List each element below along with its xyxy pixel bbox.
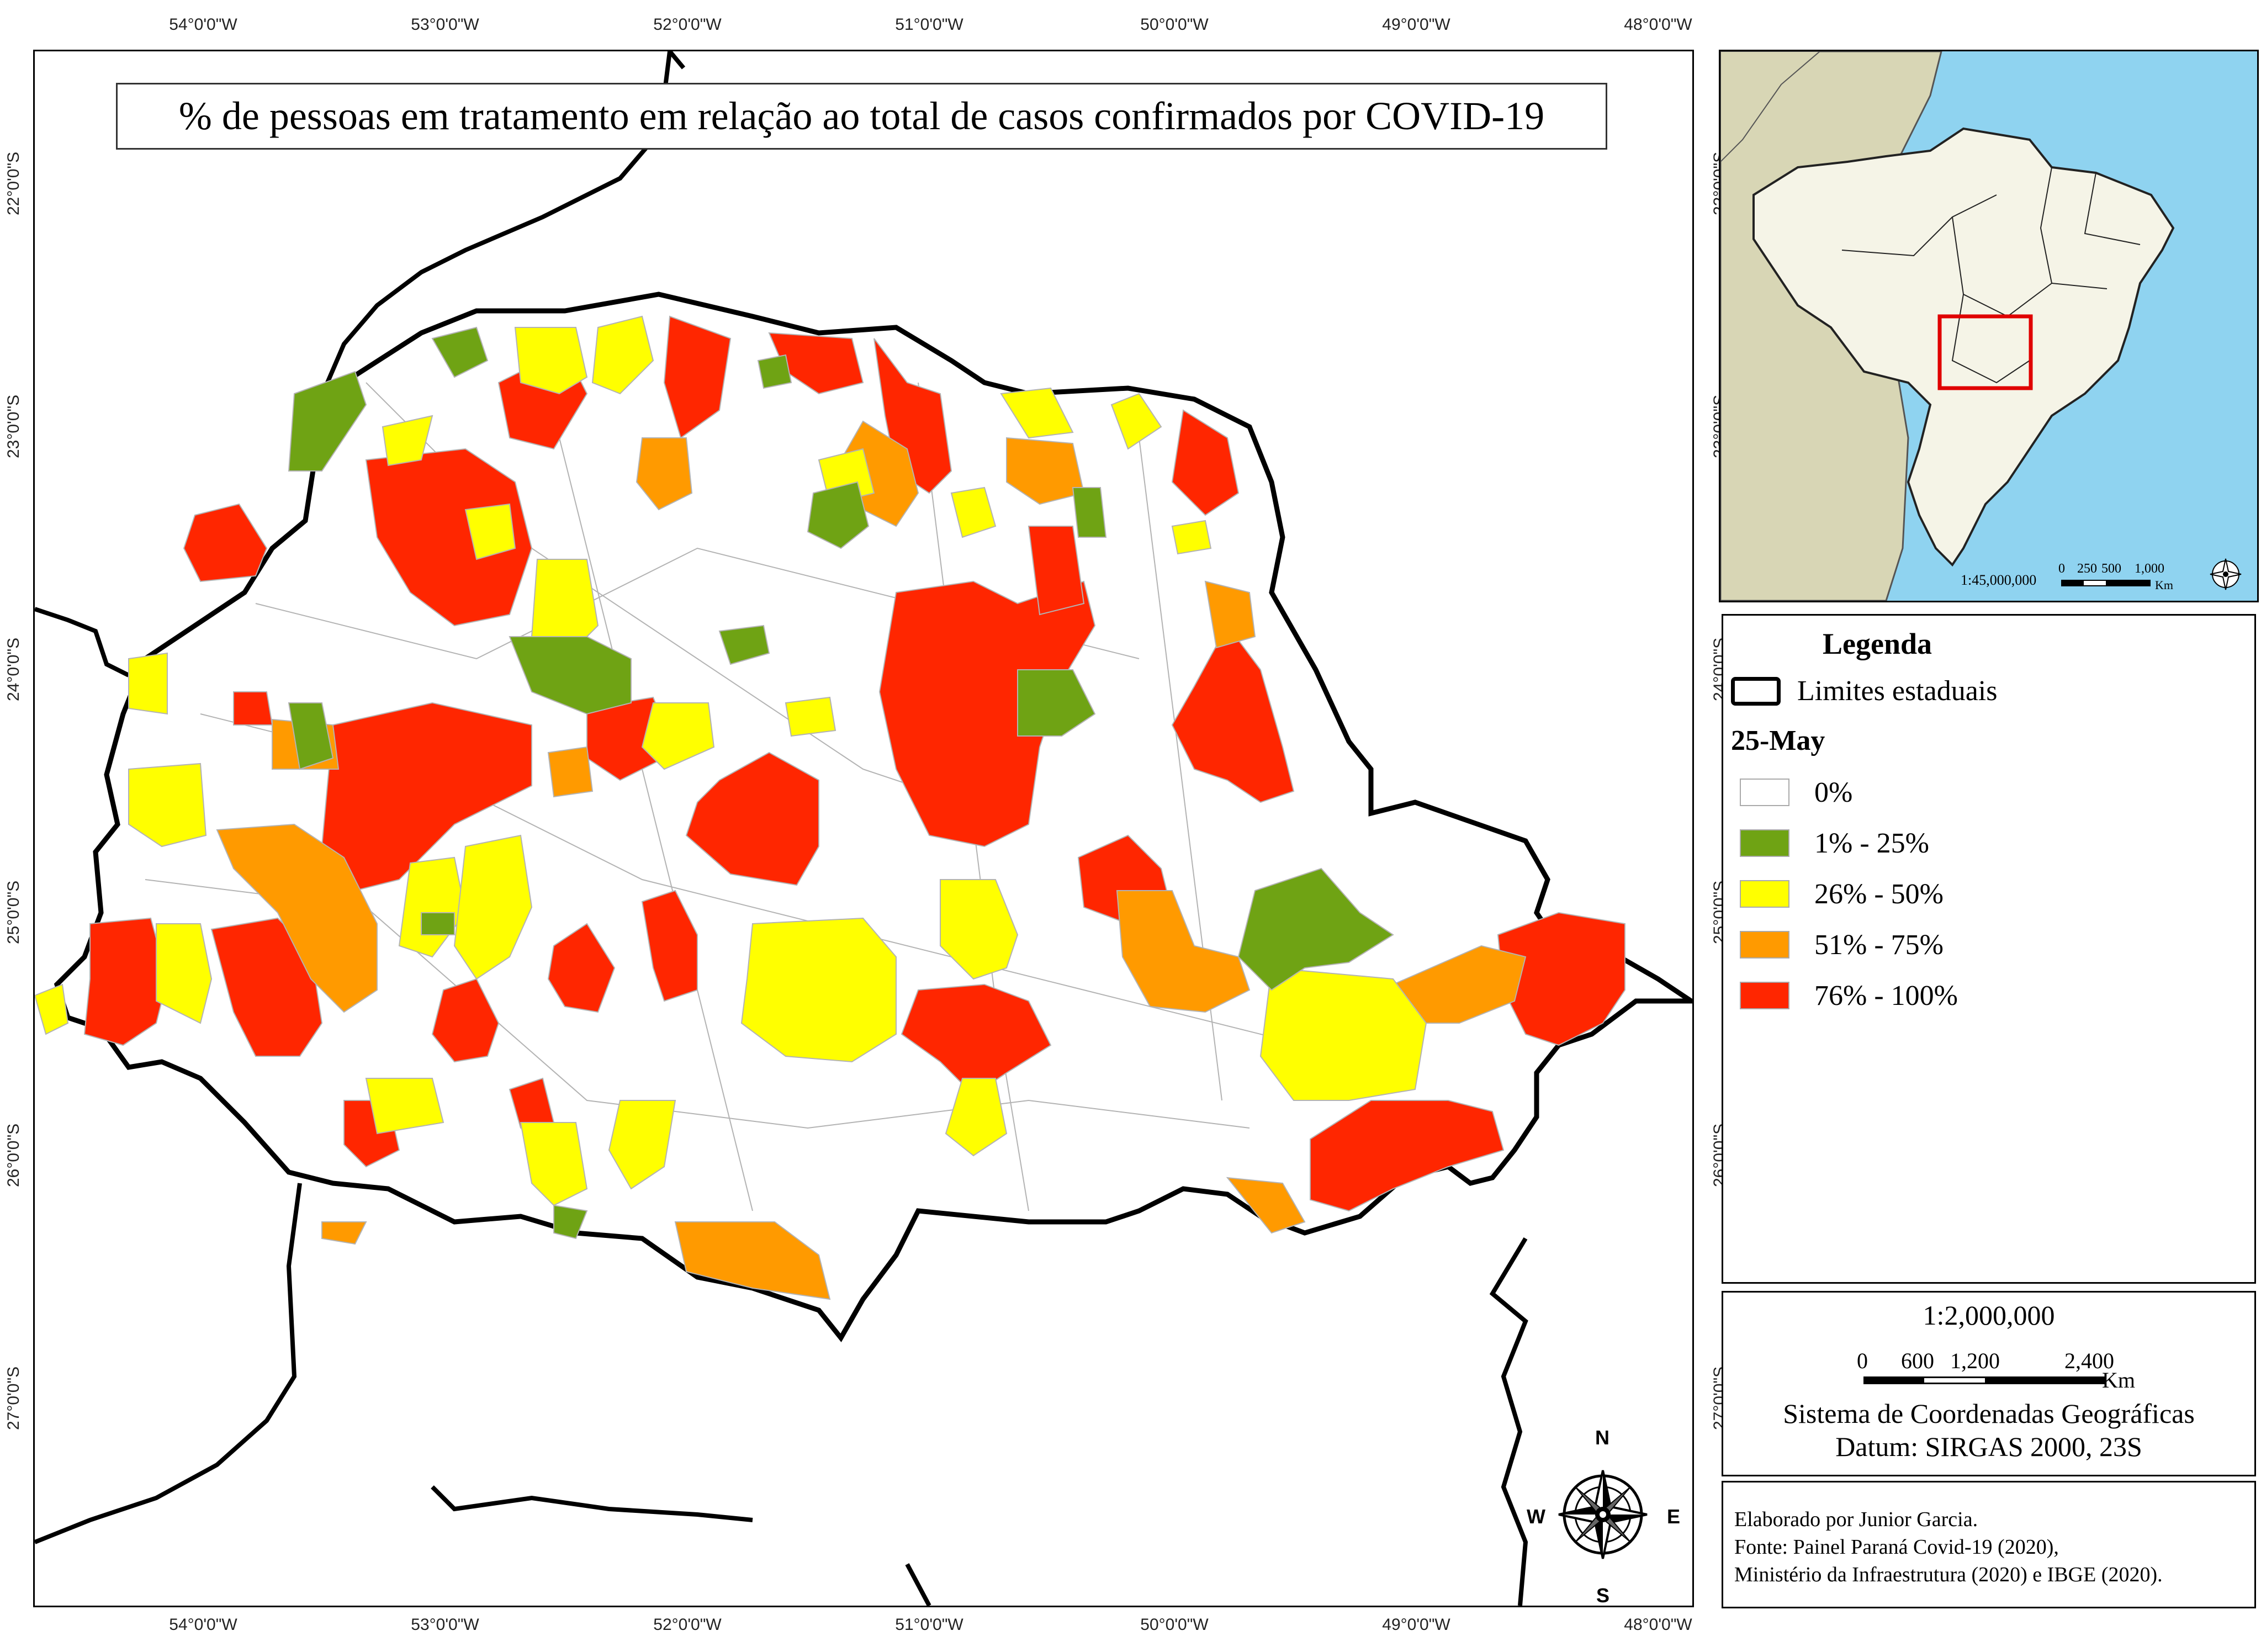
sc-coast-boundary	[1489, 1237, 1528, 1606]
legend-label-0: 0%	[1814, 776, 1853, 808]
legend-state-limits-label: Limites estaduais	[1797, 675, 1998, 707]
lat-tick-left-23: 23°0'0"S	[4, 394, 23, 458]
inset-map[interactable]: 1:45,000,000 0 250 500 1,000 Km	[1719, 50, 2259, 602]
legend-item-1: 1% - 25%	[1740, 827, 1929, 860]
lon-tick-top-48: 48°0'0"W	[1624, 15, 1692, 34]
state-limit-swatch	[1731, 676, 1781, 706]
legend-swatch-2	[1740, 880, 1789, 908]
lat-tick-left-24: 24°0'0"S	[4, 637, 23, 701]
legend: Legenda Limites estaduais 25-May 0% 1% -…	[1722, 614, 2256, 1284]
inset-scale-ratio: 1:45,000,000	[1961, 572, 2037, 588]
river-north	[668, 51, 686, 70]
lon-tick-bottom-52: 52°0'0"W	[653, 1616, 722, 1634]
legend-swatch-0	[1740, 779, 1789, 806]
inset-state-lines	[1841, 167, 2141, 384]
lat-tick-left-22: 22°0'0"S	[4, 151, 23, 215]
compass-n-label: N	[1595, 1426, 1609, 1449]
class-1-25	[288, 326, 1394, 1240]
scale-tick-600: 600	[1901, 1348, 1934, 1373]
lon-tick-bottom-54: 54°0'0"W	[169, 1616, 237, 1634]
credits-line-3: Ministério da Infraestrutura (2020) e IB…	[1734, 1563, 2163, 1586]
main-map[interactable]: N S E W	[33, 50, 1694, 1607]
legend-item-4: 76% - 100%	[1740, 979, 1958, 1012]
lon-tick-bottom-48: 48°0'0"W	[1624, 1616, 1692, 1634]
scale-tick-2400: 2,400	[2064, 1348, 2114, 1373]
legend-date-label: 25-May	[1731, 725, 1825, 756]
legend-item-state-limits: Limites estaduais	[1731, 675, 1997, 707]
credits-line-2: Fonte: Painel Paraná Covid-19 (2020),	[1734, 1535, 2059, 1559]
crs-line-1: Sistema de Coordenadas Geográficas	[1783, 1398, 2195, 1429]
lon-tick-bottom-50: 50°0'0"W	[1140, 1616, 1209, 1634]
lon-tick-top-51: 51°0'0"W	[895, 15, 963, 34]
inset-scale-tick-500: 500	[2101, 562, 2121, 576]
legend-item-0: 0%	[1740, 776, 1852, 809]
map-title: % de pessoas em tratamento em relação ao…	[116, 83, 1607, 150]
lat-tick-left-26: 26°0'0"S	[4, 1123, 23, 1187]
crs-line-2: Datum: SIRGAS 2000, 23S	[1835, 1431, 2142, 1462]
compass-e-label: E	[1667, 1505, 1681, 1528]
south-boundary	[431, 1485, 753, 1522]
lon-tick-top-49: 49°0'0"W	[1382, 15, 1450, 34]
scale-bar	[1863, 1376, 2106, 1384]
legend-title: Legenda	[1823, 627, 1932, 660]
legend-label-2: 26% - 50%	[1814, 878, 1944, 910]
inset-neighbors-north	[1720, 51, 1821, 163]
scale-ratio: 1:2,000,000	[1923, 1300, 2055, 1331]
compass-w-label: W	[1527, 1505, 1545, 1528]
scale-tick-0: 0	[1857, 1348, 1868, 1373]
legend-swatch-3	[1740, 931, 1789, 959]
legend-label-3: 51% - 75%	[1814, 929, 1944, 961]
inset-highlight-box	[1937, 314, 2033, 390]
credits-box: Elaborado por Junior Garcia. Fonte: Pain…	[1722, 1481, 2256, 1608]
inset-brazil	[1752, 127, 2175, 567]
lon-tick-top-52: 52°0'0"W	[653, 15, 722, 34]
scale-tick-1200: 1,200	[1950, 1348, 2000, 1373]
credits-line-1: Elaborado por Junior Garcia.	[1734, 1508, 1978, 1531]
legend-label-4: 76% - 100%	[1814, 979, 1958, 1012]
inset-scale-tick-0: 0	[2058, 562, 2065, 576]
inset-scale-unit: Km	[2155, 578, 2173, 592]
scale-unit: Km	[2102, 1368, 2135, 1392]
lon-tick-bottom-53: 53°0'0"W	[411, 1616, 479, 1634]
inset-map-svg	[1720, 51, 2242, 601]
north-arrow-rose	[1558, 1470, 1648, 1559]
class-51-75	[216, 420, 1527, 1300]
west-boundary	[35, 607, 130, 677]
compass-s-label: S	[1596, 1584, 1610, 1607]
legend-swatch-4	[1740, 982, 1789, 1009]
lon-tick-bottom-49: 49°0'0"W	[1382, 1616, 1450, 1634]
inset-compass	[2210, 558, 2242, 590]
lon-tick-bottom-51: 51°0'0"W	[895, 1616, 963, 1634]
inset-scale-tick-1000: 1,000	[2135, 562, 2164, 576]
legend-item-3: 51% - 75%	[1740, 928, 1944, 961]
lat-tick-left-25: 25°0'0"S	[4, 880, 23, 944]
southwest-boundary	[35, 1183, 302, 1544]
lon-tick-top-50: 50°0'0"W	[1140, 15, 1209, 34]
inset-scale-tick-250: 250	[2077, 562, 2097, 576]
lat-tick-left-27: 27°0'0"S	[4, 1366, 23, 1430]
south-boundary-2	[905, 1563, 931, 1606]
lon-tick-top-53: 53°0'0"W	[411, 15, 479, 34]
legend-item-2: 26% - 50%	[1740, 877, 1944, 910]
scale-box: 1:2,000,000 0 600 1,200 2,400 Km Sistema…	[1722, 1291, 2256, 1476]
class-76-100	[83, 315, 1625, 1212]
parana-map-svg	[35, 51, 1692, 1606]
legend-swatch-1	[1740, 829, 1789, 857]
lon-tick-top-54: 54°0'0"W	[169, 15, 237, 34]
legend-label-1: 1% - 25%	[1814, 827, 1929, 859]
